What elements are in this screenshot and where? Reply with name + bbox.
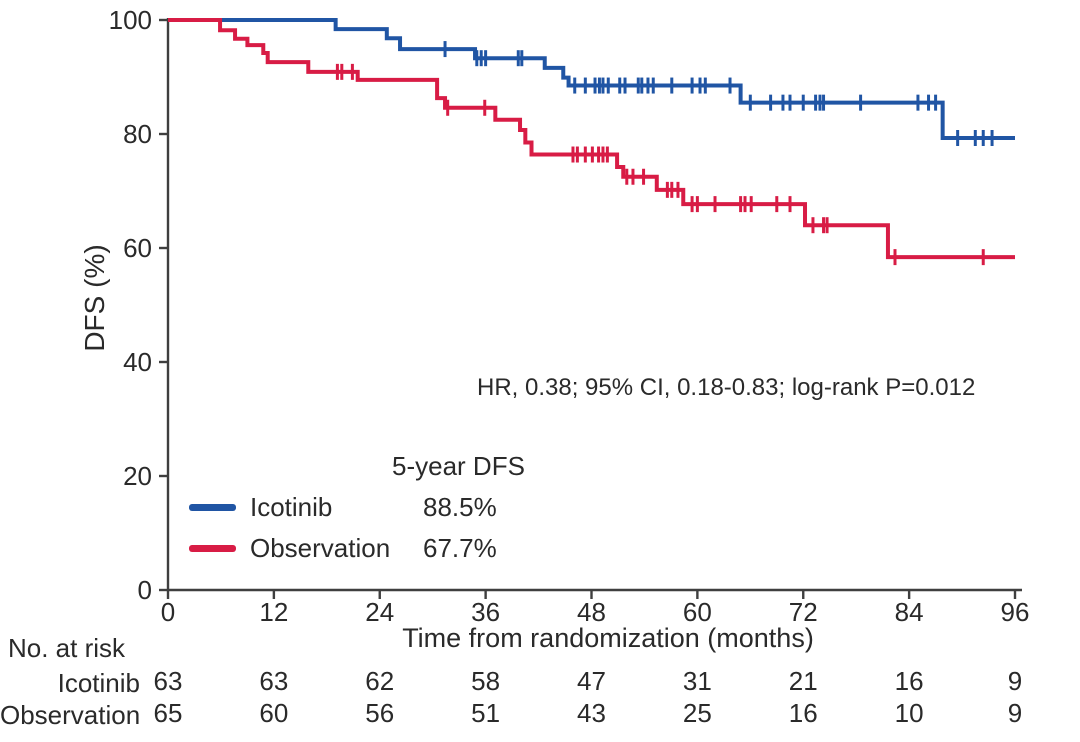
y-tick-label-100: 100	[109, 5, 152, 35]
x-tick-label-48: 48	[577, 597, 606, 627]
y-axis-ticks: 0 20 40 60 80 100	[109, 5, 168, 605]
risk-count-observation-60: 25	[683, 698, 712, 728]
risk-row-label-icotinib: Icotinib	[57, 668, 140, 698]
risk-count-icotinib-48: 47	[577, 666, 606, 696]
x-tick-label-72: 72	[789, 597, 818, 627]
risk-count-observation-48: 43	[577, 698, 606, 728]
risk-row-observation: 65 60 56 51 43 25 16 10 9	[154, 698, 1023, 728]
x-tick-label-12: 12	[259, 597, 288, 627]
y-tick-label-60: 60	[123, 233, 152, 263]
y-tick-label-40: 40	[123, 347, 152, 377]
legend-value-observation: 67.7%	[423, 533, 497, 563]
x-tick-label-96: 96	[1001, 597, 1030, 627]
y-tick-label-0: 0	[138, 575, 152, 605]
risk-count-icotinib-24: 62	[365, 666, 394, 696]
legend-swatch-icotinib	[189, 504, 236, 511]
icotinib-censor-marks	[443, 41, 994, 146]
legend-header: 5-year DFS	[392, 451, 525, 481]
risk-count-icotinib-96: 9	[1008, 666, 1022, 696]
y-tick-label-20: 20	[123, 461, 152, 491]
risk-count-icotinib-84: 16	[895, 666, 924, 696]
x-axis-ticks: 0 12 24 36 48 60 72 84 96	[161, 590, 1030, 627]
stats-annotation: HR, 0.38; 95% CI, 0.18-0.83; log-rank P=…	[477, 374, 976, 401]
risk-row-icotinib: 63 63 62 58 47 31 21 16 9	[154, 666, 1023, 696]
risk-count-icotinib-0: 63	[154, 666, 183, 696]
icotinib-curve	[168, 18, 1015, 140]
risk-count-icotinib-12: 63	[259, 666, 288, 696]
risk-count-icotinib-36: 58	[471, 666, 500, 696]
x-tick-label-84: 84	[895, 597, 924, 627]
y-tick-label-80: 80	[123, 119, 152, 149]
risk-row-label-observation: Observation	[0, 700, 141, 730]
legend-label-icotinib: Icotinib	[250, 492, 333, 522]
observation-censor-marks	[335, 63, 985, 266]
risk-count-observation-96: 9	[1008, 698, 1022, 728]
observation-curve	[168, 18, 1015, 260]
y-axis-title: DFS (%)	[79, 244, 110, 352]
risk-count-observation-84: 10	[895, 698, 924, 728]
legend-value-icotinib: 88.5%	[423, 492, 497, 522]
x-tick-label-36: 36	[471, 597, 500, 627]
x-tick-label-0: 0	[161, 597, 175, 627]
risk-count-observation-24: 56	[365, 698, 394, 728]
risk-count-icotinib-72: 21	[789, 666, 818, 696]
x-tick-label-60: 60	[683, 597, 712, 627]
risk-count-observation-36: 51	[471, 698, 500, 728]
x-axis-title: Time from randomization (months)	[402, 623, 814, 653]
risk-count-observation-0: 65	[154, 698, 183, 728]
legend-swatch-observation	[189, 545, 236, 552]
x-tick-label-24: 24	[365, 597, 394, 627]
risk-count-observation-72: 16	[789, 698, 818, 728]
risk-count-icotinib-60: 31	[683, 666, 712, 696]
risk-table-header: No. at risk	[8, 633, 126, 663]
legend-label-observation: Observation	[250, 533, 391, 563]
risk-count-observation-12: 60	[259, 698, 288, 728]
